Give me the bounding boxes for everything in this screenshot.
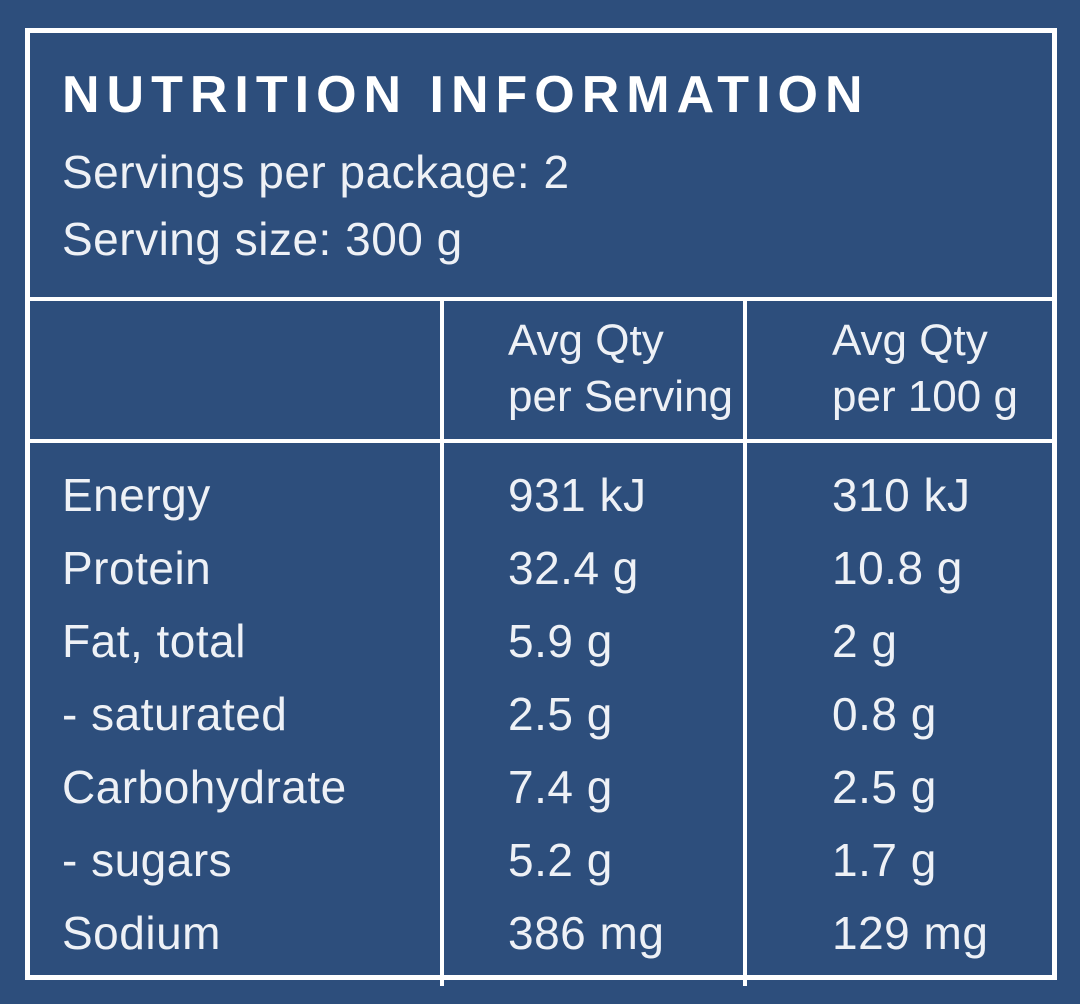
per-100g-value: 1.7 g [832, 834, 937, 886]
header-cell-blank [30, 301, 440, 439]
nutrient-label: Fat, total [62, 615, 246, 667]
header-per-100g-line2: per 100 g [832, 372, 1018, 421]
nutrient-name-column: Energy Protein Fat, total - saturated Ca… [30, 443, 440, 986]
panel-title: NUTRITION INFORMATION [62, 66, 870, 124]
table-header-row: Avg Qty per Serving Avg Qty per 100 g [30, 301, 1052, 443]
header-per-100g-line1: Avg Qty [832, 316, 988, 365]
per-serving-value: 32.4 g [508, 542, 639, 594]
nutrient-label: Sodium [62, 907, 221, 959]
per-100g-value: 2 g [832, 615, 898, 667]
per-100g-value: 129 mg [832, 907, 989, 959]
per-serving-value: 7.4 g [508, 761, 613, 813]
header-cell-per-100g: Avg Qty per 100 g [743, 301, 1052, 439]
header-cell-per-serving: Avg Qty per Serving [440, 301, 743, 439]
nutrient-label: - saturated [62, 688, 288, 740]
nutrition-panel: NUTRITION INFORMATION Servings per packa… [25, 28, 1057, 986]
per-100g-value: 310 kJ [832, 469, 971, 521]
per-100g-value: 0.8 g [832, 688, 937, 740]
servings-per-package: Servings per package: 2 [62, 146, 570, 198]
nutrient-label: Carbohydrate [62, 761, 347, 813]
per-serving-value: 5.9 g [508, 615, 613, 667]
per-100g-value: 10.8 g [832, 542, 963, 594]
per-100g-column: 310 kJ 10.8 g 2 g 0.8 g 2.5 g 1.7 g 129 … [743, 443, 1052, 986]
nutrition-table-body: Energy Protein Fat, total - saturated Ca… [30, 443, 1052, 986]
per-100g-value: 2.5 g [832, 761, 937, 813]
serving-size: Serving size: 300 g [62, 213, 463, 265]
per-serving-column: 931 kJ 32.4 g 5.9 g 2.5 g 7.4 g 5.2 g 38… [440, 443, 743, 986]
header-per-serving-line1: Avg Qty [508, 316, 664, 365]
nutrient-label: Protein [62, 542, 212, 594]
per-serving-value: 5.2 g [508, 834, 613, 886]
nutrient-label: Energy [62, 469, 211, 521]
per-serving-value: 931 kJ [508, 469, 647, 521]
title-block: NUTRITION INFORMATION Servings per packa… [30, 33, 1052, 301]
nutrient-label: - sugars [62, 834, 233, 886]
per-serving-value: 2.5 g [508, 688, 613, 740]
per-serving-value: 386 mg [508, 907, 665, 959]
header-per-serving-line2: per Serving [508, 372, 734, 421]
